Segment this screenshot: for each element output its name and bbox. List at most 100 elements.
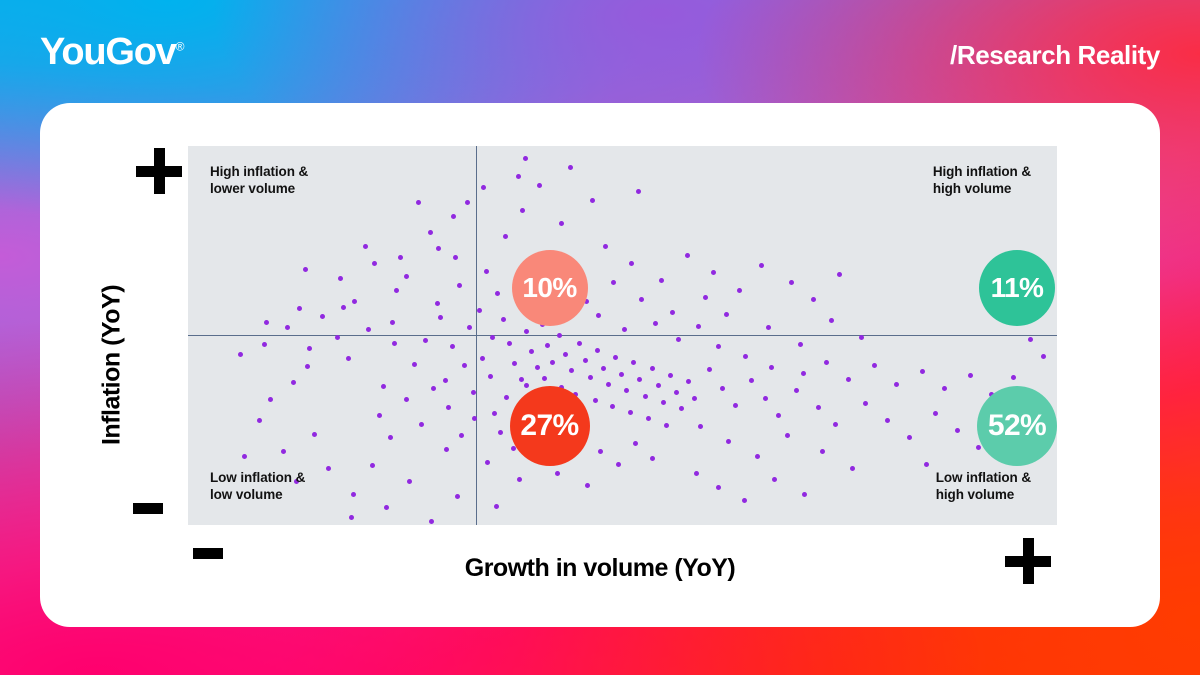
scatter-point <box>679 406 685 412</box>
y-axis-title: Inflation (YoY) <box>97 284 126 446</box>
scatter-point <box>523 329 529 335</box>
scatter-point <box>589 198 595 204</box>
scatter-point <box>467 325 473 331</box>
scatter-point <box>741 497 747 503</box>
scatter-point <box>637 376 643 382</box>
scatter-point <box>793 387 799 393</box>
scatter-point <box>512 361 518 367</box>
scatter-point <box>1041 353 1047 359</box>
scatter-point <box>802 492 808 498</box>
scatter-point <box>459 433 465 439</box>
scatter-point <box>320 314 326 320</box>
horizontal-axis-line <box>188 334 1057 337</box>
scatter-point <box>698 423 704 429</box>
scatter-point <box>1028 336 1034 342</box>
scatter-point <box>456 282 462 288</box>
scatter-point <box>449 344 455 350</box>
scatter-point <box>772 477 778 483</box>
scatter-point <box>659 278 665 284</box>
scatter-point <box>924 461 930 467</box>
scatter-point <box>660 399 666 405</box>
scatter-point <box>743 353 749 359</box>
scatter-point <box>437 314 443 320</box>
x-axis-minus-icon <box>193 548 223 559</box>
scatter-point <box>337 276 343 282</box>
scatter-point <box>976 444 982 450</box>
scatter-point <box>576 340 582 346</box>
scatter-point <box>350 492 356 498</box>
scatter-point <box>593 398 599 404</box>
scatter-point <box>403 396 409 402</box>
scatter-point <box>763 395 769 401</box>
scatter-point <box>483 269 489 275</box>
scatter-point <box>594 348 600 354</box>
scatter-point <box>290 379 296 385</box>
scatter-point <box>932 410 938 416</box>
scatter-point <box>415 200 421 206</box>
x-axis-plus-icon <box>1005 538 1051 584</box>
scatter-point <box>600 365 606 371</box>
scatter-point <box>653 320 659 326</box>
scatter-point <box>696 323 702 329</box>
scatter-point <box>392 340 398 346</box>
scatter-point <box>387 435 393 441</box>
scatter-plot-area: 10% 11% 27% 52% High inflation & lower volu… <box>188 146 1057 525</box>
scatter-point <box>642 393 648 399</box>
scatter-point <box>655 383 661 389</box>
scatter-point <box>398 255 404 261</box>
scatter-point <box>627 409 633 415</box>
scatter-point <box>541 375 547 381</box>
scatter-point <box>534 364 540 370</box>
scatter-point <box>372 260 378 266</box>
scatter-point <box>715 344 721 350</box>
scatter-point <box>511 445 517 451</box>
scatter-point <box>376 413 382 419</box>
scatter-point <box>241 454 247 460</box>
scatter-point <box>366 327 372 333</box>
scatter-point <box>649 366 655 372</box>
scatter-point <box>941 386 947 392</box>
scatter-point <box>281 448 287 454</box>
scatter-point <box>311 431 317 437</box>
scatter-point <box>537 183 543 189</box>
scatter-point <box>583 298 589 304</box>
scatter-point <box>476 308 482 314</box>
scatter-point <box>628 260 634 266</box>
scatter-point <box>528 348 534 354</box>
scatter-point <box>863 401 869 407</box>
scatter-point <box>872 363 877 369</box>
scatter-point <box>639 296 645 302</box>
scatter-point <box>472 416 478 422</box>
quadrant-share-bubble: 11% <box>979 250 1056 327</box>
quadrant-share-bubble: 10% <box>511 250 588 327</box>
scatter-point <box>480 356 486 362</box>
scatter-point <box>919 369 925 374</box>
scatter-point <box>431 386 437 392</box>
scatter-point <box>407 478 413 484</box>
scatter-point <box>305 364 311 370</box>
y-axis-minus-icon <box>133 503 163 514</box>
scatter-point <box>832 422 838 428</box>
scatter-point <box>906 435 912 441</box>
scatter-point <box>800 370 806 376</box>
scatter-point <box>268 397 274 403</box>
scatter-point <box>302 266 308 272</box>
scatter-point <box>711 270 717 276</box>
scatter-point <box>824 359 830 365</box>
scatter-point <box>352 298 358 304</box>
scatter-point <box>706 367 712 373</box>
chart-card: Inflation (YoY) Growth in volume (YoY) 1… <box>40 103 1160 627</box>
scatter-point <box>517 477 523 483</box>
quadrant-label-bottom-right: Low inflation & high volume <box>935 469 1031 502</box>
scatter-point <box>502 234 508 240</box>
scatter-point <box>334 334 340 340</box>
scatter-point <box>461 363 467 369</box>
scatter-point <box>453 255 459 261</box>
scatter-point <box>692 396 698 402</box>
scatter-point <box>435 245 441 251</box>
scatter-point <box>362 244 368 250</box>
scatter-point <box>296 306 302 312</box>
scatter-point <box>442 377 448 383</box>
scatter-point <box>480 185 486 191</box>
quadrant-share-bubble: 27% <box>509 386 590 467</box>
